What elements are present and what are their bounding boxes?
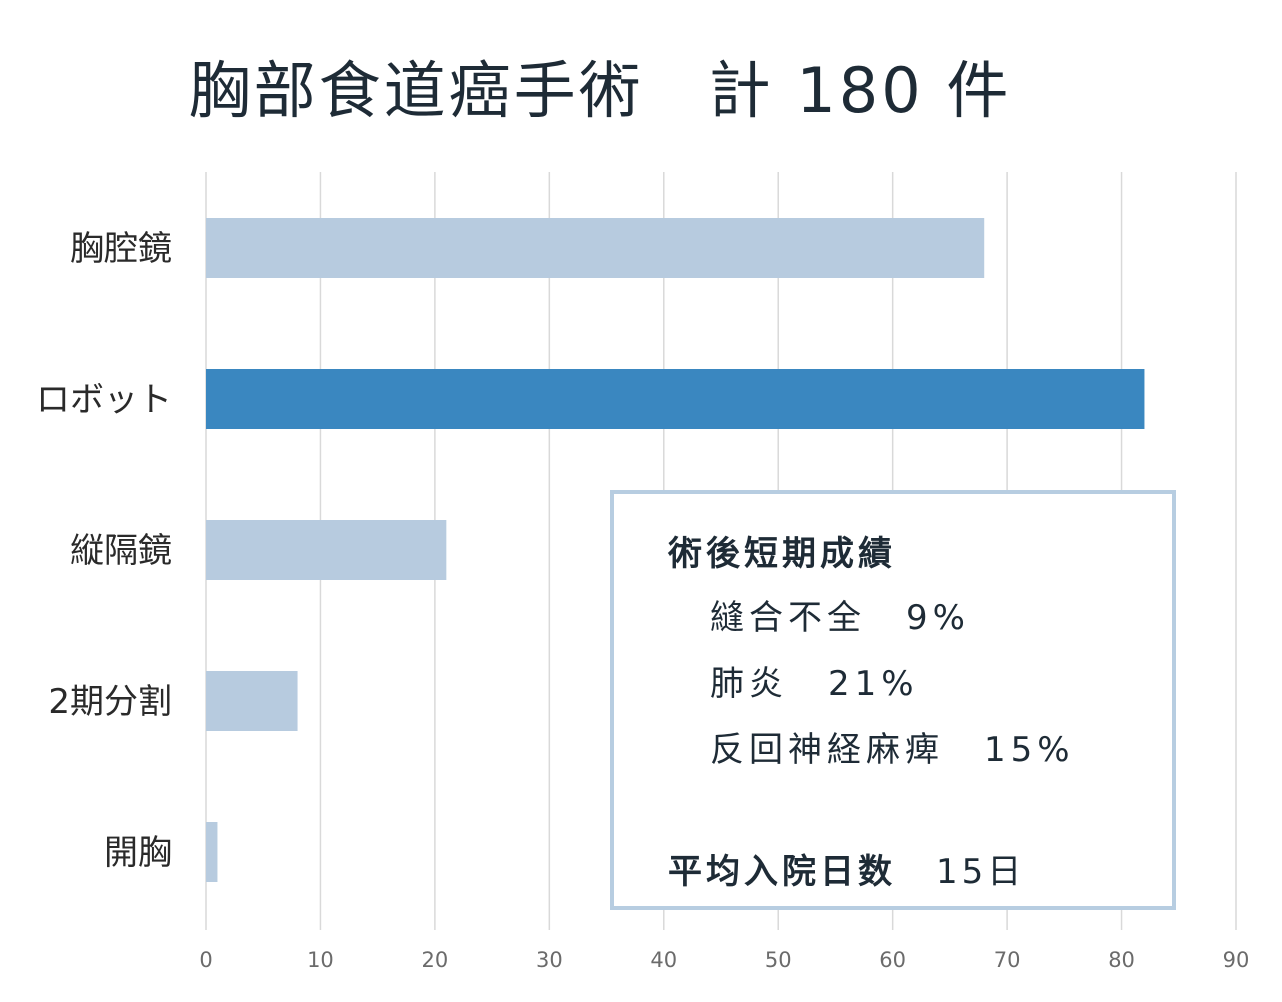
x-tick-label: 0	[199, 948, 212, 972]
average-stay-row: 平均入院日数 15日	[668, 844, 1025, 893]
chart-title: 胸部食道癌手術 計 180 件	[188, 54, 1012, 127]
stats-row-value: 9%	[906, 598, 970, 638]
bar-3	[206, 520, 447, 580]
stats-row-label: 縫合不全	[710, 598, 866, 638]
stats-row-nerve-palsy: 反回神経麻痺 15%	[710, 722, 1075, 771]
bar-2	[206, 369, 1145, 429]
bar-5	[206, 822, 218, 882]
bar-4	[206, 671, 298, 731]
stats-row-leak: 縫合不全 9%	[710, 590, 970, 639]
stats-row-value: 21%	[828, 664, 919, 704]
category-label: ロボット	[36, 380, 172, 420]
x-tick-label: 20	[422, 948, 449, 972]
x-tick-label: 50	[765, 948, 792, 972]
stats-row-pneumonia: 肺炎 21%	[710, 656, 919, 705]
stats-row-label: 肺炎	[710, 664, 788, 704]
average-stay-value: 15日	[936, 852, 1026, 892]
category-label: 開胸	[104, 833, 172, 873]
x-tick-label: 60	[879, 948, 906, 972]
x-tick-label: 80	[1108, 948, 1135, 972]
x-tick-label: 90	[1223, 948, 1250, 972]
category-label: 2期分割	[48, 682, 172, 722]
category-label: 胸腔鏡	[70, 229, 172, 269]
average-stay-label: 平均入院日数	[668, 852, 896, 892]
bar-1	[206, 218, 985, 278]
x-tick-label: 70	[994, 948, 1021, 972]
x-tick-label: 40	[650, 948, 677, 972]
x-tick-label: 30	[536, 948, 563, 972]
stats-heading: 術後短期成績	[668, 534, 896, 574]
stats-row-value: 15%	[984, 730, 1075, 770]
stats-row-label: 反回神経麻痺	[710, 730, 944, 770]
postoperative-stats-box: 術後短期成績 縫合不全 9% 肺炎 21% 反回神経麻痺 15% 平均入院日数 15日	[610, 490, 1176, 910]
x-tick-label: 10	[307, 948, 334, 972]
category-label: 縦隔鏡	[70, 531, 172, 571]
